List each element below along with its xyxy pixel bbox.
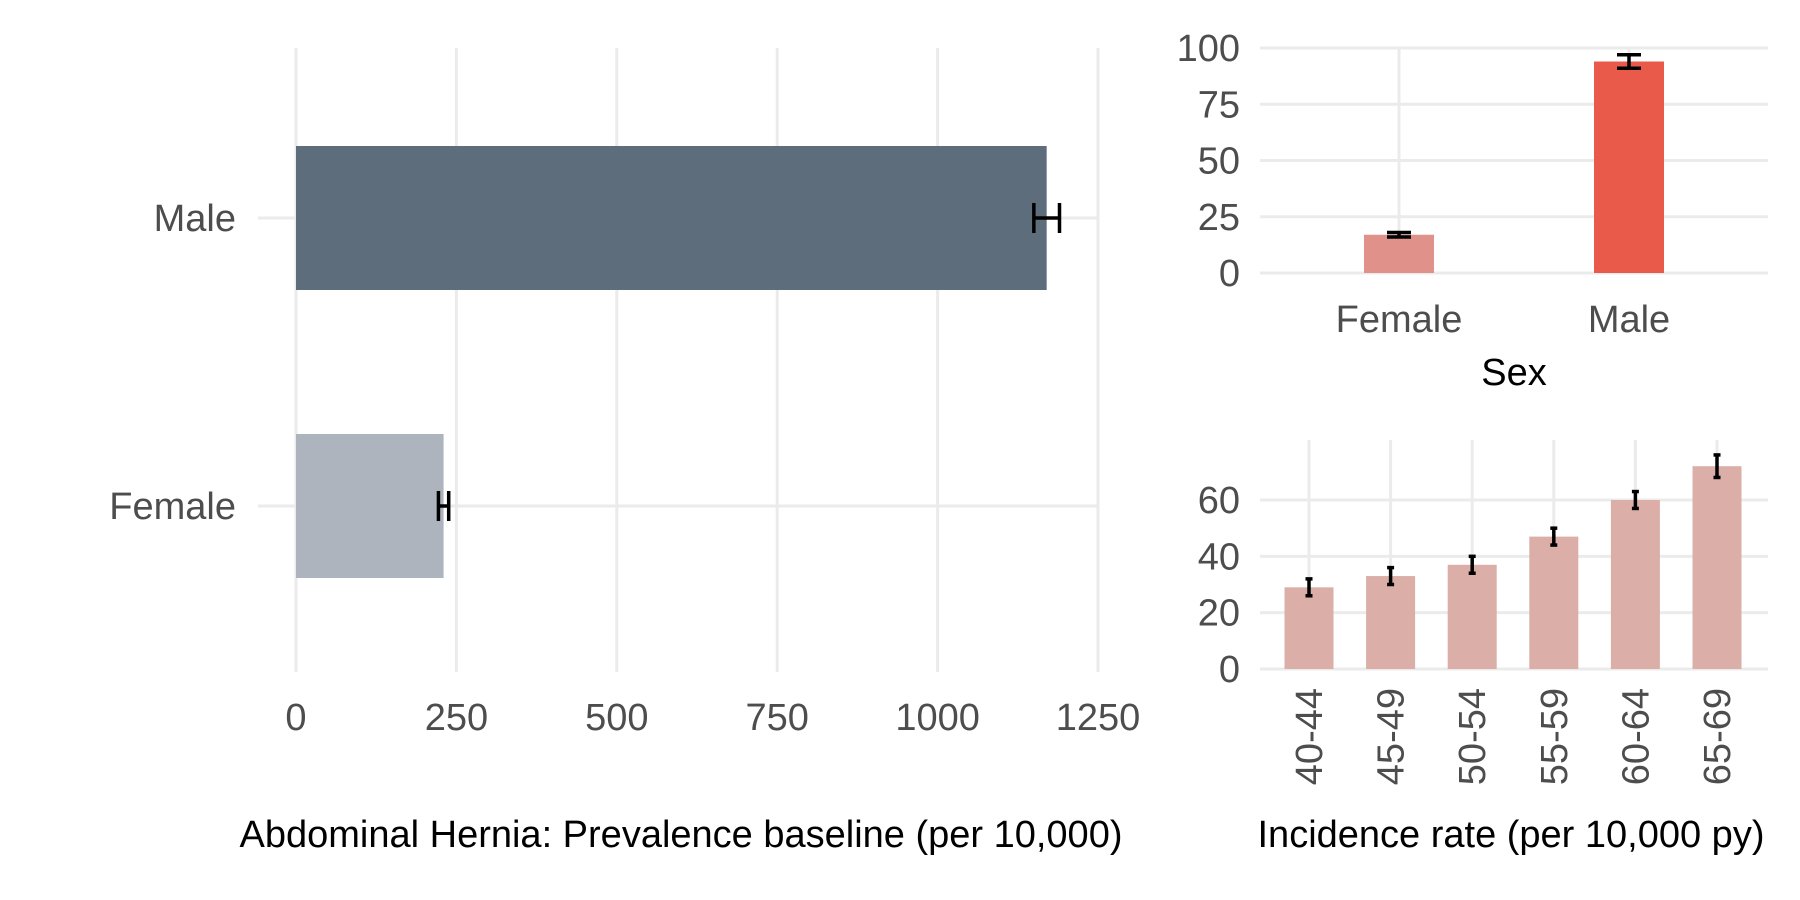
y-tick-label: 20 [1198, 593, 1240, 635]
bar-age-40-44 [1284, 587, 1334, 669]
x-tick-label: Male [1588, 299, 1670, 341]
x-tick-label: Female [1336, 299, 1463, 341]
x-axis-title: Abdominal Hernia: Prevalence baseline (p… [240, 814, 1123, 856]
x-tick-label: 1000 [895, 697, 980, 739]
x-tick-label: 60-64 [1615, 688, 1657, 785]
bar-age-60-64 [1610, 500, 1660, 669]
x-tick-label: 55-59 [1534, 688, 1576, 785]
age-incidence-panel: 40-44 45-49 50-54 55-59 60-64 65-69 0 20 40 60 Inc… [1198, 440, 1768, 856]
x-tick-label: 1250 [1056, 697, 1141, 739]
y-tick-label: 40 [1198, 536, 1240, 578]
bar-age-65-69 [1692, 466, 1742, 669]
x-tick-label: 500 [585, 697, 648, 739]
bar-male [296, 146, 1047, 290]
bar-female [1364, 234, 1434, 273]
bar-male [1594, 61, 1664, 273]
y-tick-label: 25 [1198, 197, 1240, 239]
y-tick-label: 100 [1177, 28, 1240, 70]
x-axis-title: Incidence rate (per 10,000 py) [1258, 814, 1765, 856]
y-tick-label: 75 [1198, 84, 1240, 126]
bar-age-55-59 [1529, 536, 1579, 669]
y-tick-label: 0 [1219, 649, 1240, 691]
y-tick-label: 50 [1198, 141, 1240, 183]
x-tick-label: 50-54 [1452, 688, 1494, 785]
y-tick-label: 60 [1198, 480, 1240, 522]
x-tick-label: 250 [425, 697, 488, 739]
bar-age-50-54 [1447, 564, 1497, 669]
x-tick-label: 750 [745, 697, 808, 739]
prevalence-panel: Female Male 0 250 500 750 1000 1250 Abdominal He… [109, 48, 1140, 856]
sex-incidence-panel: Female Male 0 25 50 75 100 Sex [1177, 28, 1768, 394]
y-tick-label: Female [109, 486, 236, 528]
x-tick-label: 45-49 [1371, 688, 1413, 785]
y-tick-label: Male [154, 198, 236, 240]
x-tick-label: 0 [285, 697, 306, 739]
x-tick-label: 65-69 [1697, 688, 1739, 785]
bar-age-45-49 [1366, 576, 1416, 669]
y-tick-label: 0 [1219, 253, 1240, 295]
bar-female [296, 434, 444, 578]
x-axis-title: Sex [1481, 352, 1546, 394]
x-tick-label: 40-44 [1289, 688, 1331, 785]
